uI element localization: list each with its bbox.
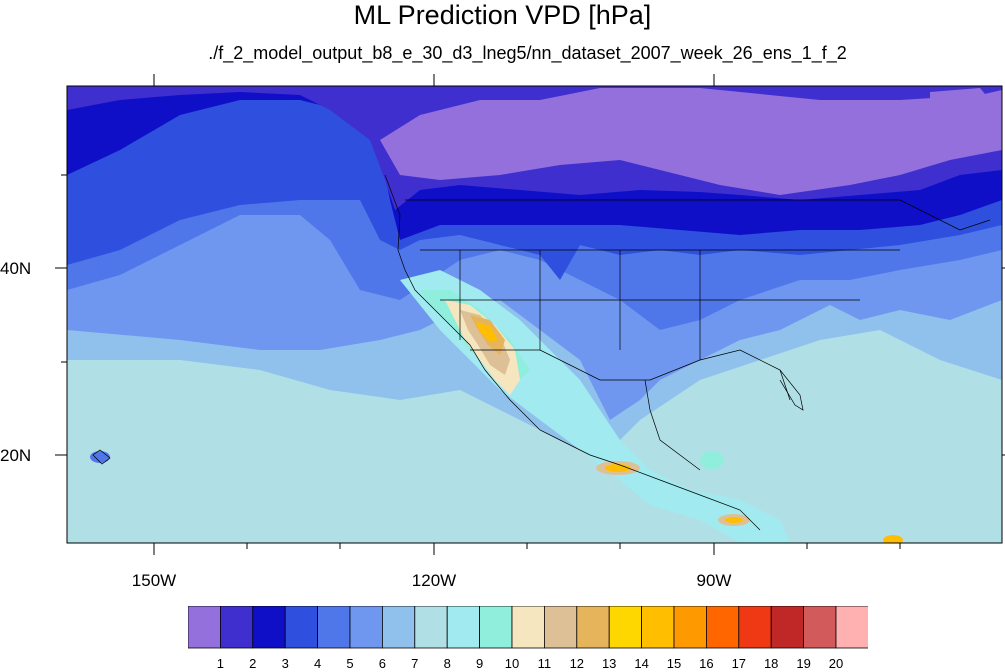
- colorbar-swatch: [543, 606, 578, 649]
- lat-label-40n: 40N: [0, 259, 32, 278]
- lat-label-20n: 20N: [0, 446, 32, 465]
- colorbar-swatch: [673, 606, 707, 649]
- colorbar-tick-label: 7: [411, 656, 419, 671]
- colorbar-tick-label: 14: [634, 656, 649, 671]
- colorbar-swatch: [803, 606, 837, 649]
- colorbar-tick-label: 13: [601, 656, 617, 671]
- colorbar-swatch: [381, 606, 416, 649]
- colorbar-tick-label: 12: [569, 656, 585, 671]
- colorbar-swatch: [576, 606, 610, 649]
- colorbar-tick-label: 6: [378, 656, 387, 671]
- colorbar-tick-label: 17: [731, 656, 747, 671]
- axis-ticks: [55, 74, 1005, 555]
- colorbar-tick-label: 11: [537, 656, 552, 671]
- map-frame: [66, 85, 1003, 544]
- colorbar-swatch: [608, 606, 643, 649]
- colorbar-swatch: [835, 606, 868, 649]
- colorbar-swatch: [284, 606, 318, 649]
- lon-label-150w: 150W: [131, 571, 177, 590]
- colorbar-swatch: [479, 606, 513, 649]
- colorbar-swatch: [317, 606, 351, 649]
- colorbar-tick-label: 19: [796, 656, 811, 671]
- colorbar-swatch: [511, 606, 545, 649]
- lon-label-120w: 120W: [411, 571, 457, 590]
- colorbar-tick-label: 16: [699, 656, 714, 671]
- colorbar-tick-label: 4: [313, 656, 322, 671]
- colorbar-swatch: [220, 606, 254, 649]
- colorbar-tick-label: 10: [504, 656, 520, 671]
- colorbar-swatch: [706, 606, 740, 649]
- coastlines: [92, 174, 991, 531]
- colorbar-tick-label: 8: [443, 656, 451, 671]
- colorbar-swatch: [414, 606, 448, 649]
- vpd-map: [55, 74, 1005, 555]
- colorbar-swatch: [446, 606, 481, 649]
- colorbar-tick-label: 3: [281, 656, 289, 671]
- lon-label-90w: 90W: [696, 571, 732, 590]
- colorbar-swatch: [738, 606, 772, 649]
- map-title: ML Prediction VPD [hPa]: [353, 0, 652, 30]
- colorbar-tick-label: 1: [216, 656, 225, 671]
- colorbar-tick-label: 2: [249, 656, 257, 671]
- colorbar-tick-label: 18: [763, 656, 779, 671]
- colorbar-swatch: [252, 606, 286, 649]
- colorbar-swatch: [188, 606, 221, 649]
- map-subtitle: ./f_2_model_output_b8_e_30_d3_lneg5/nn_d…: [208, 43, 847, 63]
- colorbar: [188, 606, 868, 649]
- colorbar-swatch: [641, 606, 675, 649]
- colorbar-swatch: [770, 606, 805, 649]
- colorbar-tick-label: 15: [666, 656, 682, 671]
- colorbar-tick-label: 9: [475, 656, 484, 671]
- colorbar-tick-label: 5: [346, 656, 354, 671]
- colorbar-tick-label: 20: [828, 656, 844, 671]
- colorbar-swatch: [349, 606, 383, 649]
- contour-fill: [67, 86, 1002, 543]
